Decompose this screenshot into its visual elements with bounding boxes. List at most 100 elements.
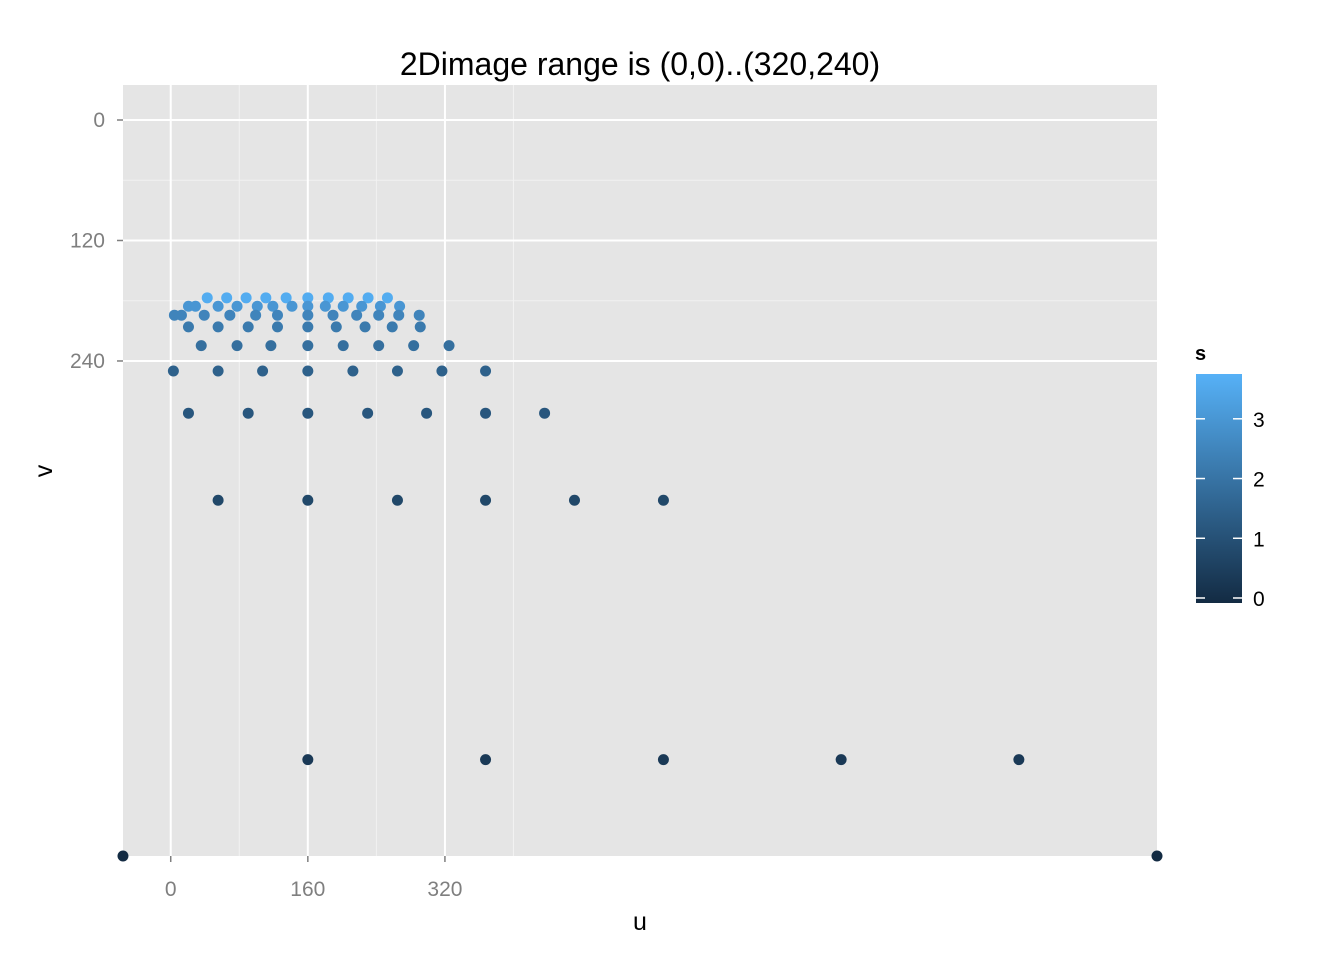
data-point bbox=[212, 365, 224, 377]
legend-title: s bbox=[1195, 343, 1206, 365]
data-point bbox=[302, 407, 314, 419]
data-point bbox=[302, 292, 314, 304]
data-point bbox=[356, 300, 368, 312]
data-point bbox=[242, 407, 254, 419]
chart-title: 2Dimage range is (0,0)..(320,240) bbox=[400, 46, 880, 82]
data-point bbox=[319, 300, 331, 312]
data-point bbox=[421, 407, 433, 419]
data-point bbox=[175, 309, 187, 321]
data-points bbox=[117, 292, 1163, 862]
legend-tick-label: 3 bbox=[1253, 409, 1265, 432]
data-point bbox=[182, 321, 194, 333]
data-point bbox=[374, 300, 386, 312]
data-point bbox=[835, 754, 847, 766]
data-point bbox=[302, 494, 314, 506]
data-point bbox=[351, 309, 363, 321]
data-point bbox=[231, 340, 243, 352]
data-point bbox=[381, 292, 393, 304]
data-point bbox=[386, 321, 398, 333]
data-point bbox=[436, 365, 448, 377]
x-tick-label: 320 bbox=[427, 878, 462, 901]
data-point bbox=[286, 300, 298, 312]
data-point bbox=[231, 300, 243, 312]
y-tick-label: 120 bbox=[70, 229, 105, 252]
data-point bbox=[443, 340, 455, 352]
data-point bbox=[224, 309, 236, 321]
data-point bbox=[302, 300, 314, 312]
data-point bbox=[362, 407, 374, 419]
data-point bbox=[302, 365, 314, 377]
data-point bbox=[408, 340, 420, 352]
legend-colorbar bbox=[1196, 374, 1242, 603]
data-point bbox=[568, 494, 580, 506]
data-point bbox=[373, 340, 385, 352]
data-point bbox=[322, 292, 334, 304]
data-point bbox=[657, 494, 669, 506]
data-point bbox=[189, 300, 201, 312]
data-point bbox=[212, 321, 224, 333]
x-axis-title: u bbox=[633, 908, 647, 936]
data-point bbox=[251, 300, 263, 312]
data-point bbox=[212, 494, 224, 506]
data-point bbox=[347, 365, 359, 377]
x-tick-label: 160 bbox=[290, 878, 325, 901]
data-point bbox=[480, 365, 492, 377]
data-point bbox=[302, 321, 314, 333]
data-point bbox=[342, 292, 354, 304]
data-point bbox=[539, 407, 551, 419]
data-point bbox=[117, 850, 129, 862]
legend-tick-label: 2 bbox=[1253, 469, 1265, 492]
y-tick-label: 240 bbox=[70, 350, 105, 373]
data-point bbox=[302, 340, 314, 352]
data-point bbox=[250, 309, 262, 321]
y-axis-title: v bbox=[30, 464, 58, 477]
data-point bbox=[280, 292, 292, 304]
data-point bbox=[260, 292, 272, 304]
data-point bbox=[265, 340, 277, 352]
plot-panel bbox=[123, 85, 1157, 856]
data-point bbox=[394, 300, 406, 312]
data-point bbox=[267, 300, 279, 312]
data-point bbox=[240, 292, 252, 304]
data-point bbox=[480, 407, 492, 419]
legend-ticks: 0 1 2 3 bbox=[1196, 409, 1265, 611]
data-point bbox=[242, 321, 254, 333]
data-point bbox=[359, 321, 371, 333]
data-point bbox=[167, 365, 179, 377]
data-point bbox=[480, 494, 492, 506]
data-point bbox=[414, 321, 426, 333]
data-point bbox=[212, 300, 224, 312]
data-point bbox=[1151, 850, 1163, 862]
legend: s 0 1 2 3 bbox=[1195, 343, 1265, 611]
data-point bbox=[480, 754, 492, 766]
data-point bbox=[182, 407, 194, 419]
data-point bbox=[337, 300, 349, 312]
data-point bbox=[657, 754, 669, 766]
data-point bbox=[221, 292, 233, 304]
legend-tick-label: 0 bbox=[1253, 588, 1265, 611]
data-point bbox=[198, 309, 210, 321]
y-axis: 0 120 240 bbox=[70, 109, 123, 373]
data-point bbox=[257, 365, 269, 377]
data-point bbox=[391, 365, 403, 377]
data-point bbox=[271, 321, 283, 333]
data-point bbox=[302, 754, 314, 766]
data-point bbox=[391, 494, 403, 506]
data-point bbox=[393, 309, 405, 321]
x-axis: 0 160 320 bbox=[165, 856, 462, 901]
data-point bbox=[201, 292, 213, 304]
y-tick-label: 0 bbox=[93, 109, 105, 132]
data-point bbox=[362, 292, 374, 304]
data-point bbox=[330, 321, 342, 333]
data-point bbox=[327, 309, 339, 321]
data-point bbox=[271, 309, 283, 321]
legend-tick-label: 1 bbox=[1253, 528, 1265, 551]
grid-lines bbox=[123, 85, 1157, 856]
data-point bbox=[337, 340, 349, 352]
data-point bbox=[195, 340, 207, 352]
data-point bbox=[373, 309, 385, 321]
data-point bbox=[413, 309, 425, 321]
x-tick-label: 0 bbox=[165, 878, 177, 901]
data-point bbox=[1013, 754, 1025, 766]
